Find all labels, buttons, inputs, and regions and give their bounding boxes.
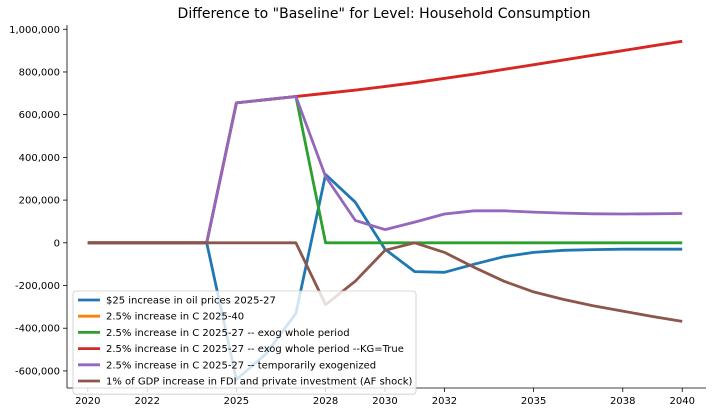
legend-label-1: $25 increase in oil prices 2025-27 xyxy=(106,296,276,307)
y-tick-label: 200,000 xyxy=(19,196,60,207)
x-tick-label: 2025 xyxy=(224,396,249,407)
legend-label-4: 2.5% increase in C 2025-27 -- exog whole… xyxy=(106,344,404,355)
series-line-5 xyxy=(87,95,683,245)
series-line-6 xyxy=(87,241,683,323)
y-tick-label: 600,000 xyxy=(19,110,60,121)
legend-label-3: 2.5% increase in C 2025-27 -- exog whole… xyxy=(106,328,350,339)
chart-title: Difference to "Baseline" for Level: Hous… xyxy=(178,6,591,22)
y-tick-label: 400,000 xyxy=(19,153,60,164)
x-tick-label: 2030 xyxy=(372,396,397,407)
legend: $25 increase in oil prices 2025-27 2.5% i… xyxy=(72,290,417,395)
y-tick-label: 800,000 xyxy=(19,67,60,78)
x-tick-label: 2022 xyxy=(135,396,160,407)
y-tick-label: -200,000 xyxy=(15,281,60,292)
legend-label-5: 2.5% increase in C 2025-27 -- temporaril… xyxy=(106,360,376,371)
y-tick-label: -400,000 xyxy=(15,324,60,335)
y-tick-label: 0 xyxy=(54,238,60,249)
y-tick-label: 1,000,000 xyxy=(9,25,60,36)
legend-frame xyxy=(72,290,417,395)
legend-label-6: 1% of GDP increase in FDI and private in… xyxy=(106,377,413,388)
x-tick-label: 2032 xyxy=(432,396,457,407)
x-tick-label: 2040 xyxy=(669,396,694,407)
series-layer xyxy=(87,39,683,381)
axes: -600,000 -400,000 -200,000 0 200,000 400,000 6… xyxy=(9,25,706,407)
x-tick-label: 2035 xyxy=(521,396,546,407)
x-tick-label: 2028 xyxy=(313,396,338,407)
y-tick-label: -600,000 xyxy=(15,366,60,377)
x-tick-label: 2038 xyxy=(610,396,635,407)
series-line-3 xyxy=(87,95,683,245)
x-tick-label: 2020 xyxy=(75,396,100,407)
legend-label-2: 2.5% increase in C 2025-40 xyxy=(106,312,244,323)
